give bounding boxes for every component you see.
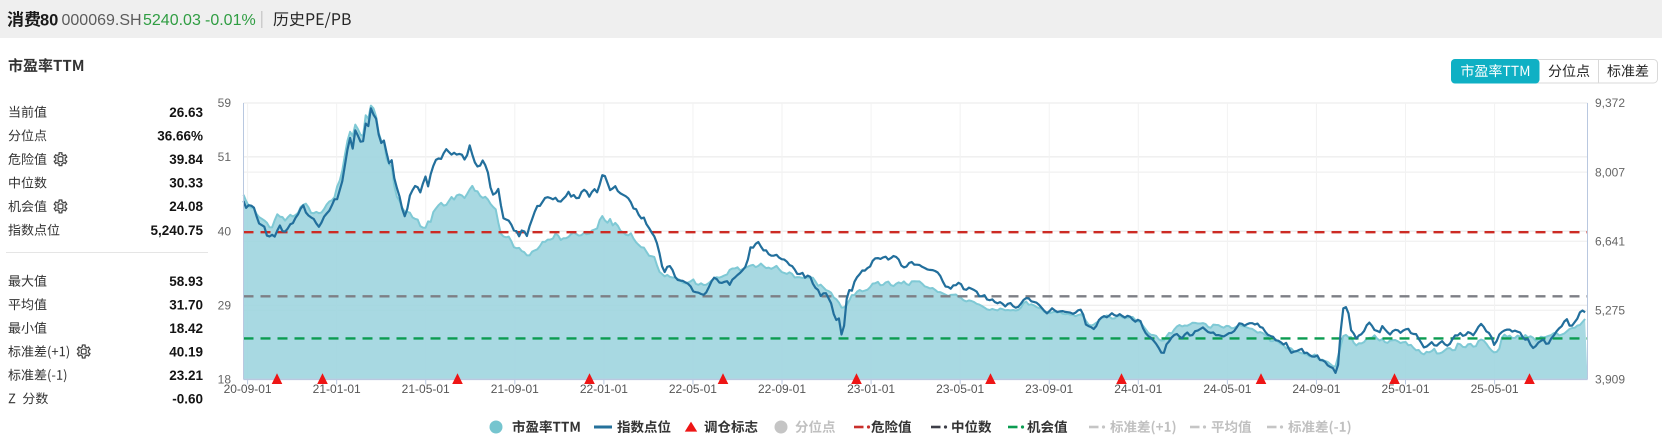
svg-text:23-09-01: 23-09-01 [1025,382,1073,396]
svg-text:3,909: 3,909 [1595,373,1625,387]
svg-text:5240.03: 5240.03 [143,12,201,29]
svg-text:59: 59 [218,96,232,110]
svg-text:21-01-01: 21-01-01 [313,382,361,396]
svg-text:29: 29 [218,298,232,312]
svg-text:22-05-01: 22-05-01 [669,382,717,396]
svg-text:22-09-01: 22-09-01 [758,382,806,396]
svg-text:58.93: 58.93 [169,274,203,289]
svg-text:40: 40 [218,224,232,238]
svg-text:24-05-01: 24-05-01 [1203,382,1251,396]
svg-text:23-01-01: 23-01-01 [847,382,895,396]
svg-text:23-05-01: 23-05-01 [936,382,984,396]
svg-text:18.42: 18.42 [169,321,203,336]
svg-text:22-01-01: 22-01-01 [580,382,628,396]
svg-text:25-05-01: 25-05-01 [1471,382,1519,396]
svg-text:6,641: 6,641 [1595,234,1625,248]
svg-text:25-01-01: 25-01-01 [1381,382,1429,396]
svg-text:24-01-01: 24-01-01 [1114,382,1162,396]
svg-text:39.84: 39.84 [169,152,203,167]
svg-text:5,275: 5,275 [1595,304,1625,318]
svg-text:21-05-01: 21-05-01 [402,382,450,396]
svg-text:-0.01%: -0.01% [205,12,256,29]
svg-text:21-09-01: 21-09-01 [491,382,539,396]
svg-text:000069.SH: 000069.SH [62,12,142,29]
svg-text:18: 18 [218,373,232,387]
svg-text:80: 80 [40,12,58,30]
svg-text:26.63: 26.63 [169,105,203,120]
svg-text:23.21: 23.21 [169,368,203,383]
svg-text:9,372: 9,372 [1595,96,1625,110]
svg-text:-0.60: -0.60 [172,391,203,406]
svg-text:24.08: 24.08 [169,199,203,214]
svg-text:24-09-01: 24-09-01 [1292,382,1340,396]
svg-text:31.70: 31.70 [169,297,203,312]
svg-text:51: 51 [218,150,232,164]
svg-text:30.33: 30.33 [169,176,203,191]
svg-text:8,007: 8,007 [1595,165,1625,179]
svg-text:36.66%: 36.66% [157,128,203,143]
svg-text:20-09-01: 20-09-01 [224,382,272,396]
svg-text:5,240.75: 5,240.75 [150,223,203,238]
svg-text:40.19: 40.19 [169,344,203,359]
